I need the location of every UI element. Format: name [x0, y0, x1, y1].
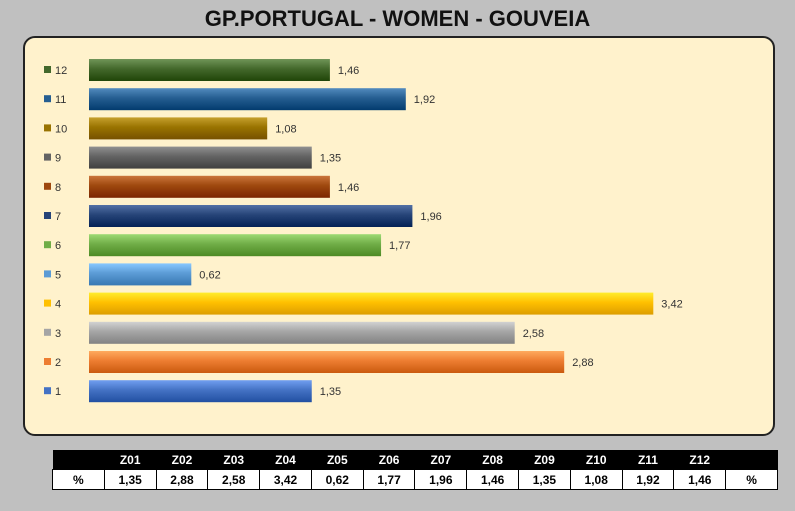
legend-label-5: 5: [55, 269, 61, 281]
bar-8: [89, 175, 330, 198]
table-header-cell: Z10: [570, 450, 623, 470]
legend-marker-6: [44, 241, 51, 249]
bar-9: [89, 146, 312, 169]
legend-label-8: 8: [55, 182, 61, 194]
table-value-cell: %: [52, 469, 105, 490]
bar-10: [89, 117, 268, 140]
values-table: Z01 Z02 Z03 Z04 Z05 Z06 Z07 Z08 Z09 Z10 Z11 Z12 % 1,…: [52, 450, 778, 490]
table-value-cell: 1,08: [569, 469, 623, 490]
bar-2: [89, 351, 565, 373]
value-label-8: 1,46: [338, 182, 359, 194]
table-value-cell: 0,62: [310, 469, 364, 490]
bar-3: [89, 321, 515, 344]
table-header-cell: Z08: [466, 450, 519, 470]
table-header-cell: Z03: [207, 450, 260, 470]
legend-marker-10: [44, 124, 51, 132]
bar-1: [89, 380, 312, 403]
legend-marker-4: [44, 299, 51, 307]
legend-marker-7: [44, 212, 51, 219]
bar-5: [89, 263, 192, 286]
legend-label-1: 1: [55, 386, 61, 398]
chart-panel: 1 2 3 4 5 6 7 8 9 10 11 12 1,35 2,88 2,58 3,42 0,62 1,77…: [23, 36, 775, 436]
legend-marker-8: [44, 182, 51, 190]
legend-marker-1: [44, 387, 51, 395]
table-header-cell: Z07: [414, 450, 467, 470]
value-label-12: 1,46: [338, 65, 359, 77]
bar-11: [89, 88, 406, 111]
value-label-10: 1,08: [275, 123, 296, 135]
value-label-5: 0,62: [199, 269, 220, 281]
value-label-9: 1,35: [320, 153, 341, 165]
table-header-cell: Z06: [363, 450, 415, 470]
legend-label-12: 12: [55, 65, 67, 77]
bar-6: [89, 234, 382, 257]
value-label-7: 1,96: [420, 211, 441, 223]
legend-marker-12: [44, 66, 51, 73]
table-value-cell: 1,96: [414, 469, 468, 490]
table-value-cell: 2,58: [207, 469, 261, 490]
table-header-row: Z01 Z02 Z03 Z04 Z05 Z06 Z07 Z08 Z09 Z10 Z11 Z12: [52, 450, 778, 470]
legend-label-10: 10: [55, 123, 67, 135]
table-header-cell: Z05: [311, 450, 364, 470]
bar-12: [89, 59, 330, 81]
legend-marker-9: [44, 153, 51, 161]
table-value-row: % 1,35 2,88 2,58 3,42 0,62 1,77 1,96 1,46 1,35 1,0…: [52, 469, 778, 490]
table-header-cell: Z11: [622, 450, 674, 470]
table-header-cell: Z12: [673, 450, 726, 470]
value-label-11: 1,92: [414, 94, 435, 106]
legend-label-9: 9: [55, 153, 61, 165]
legend-label-7: 7: [55, 211, 61, 223]
legend-label-2: 2: [55, 357, 61, 369]
table-header-cell: Z02: [156, 450, 208, 470]
legend-marker-3: [44, 328, 51, 336]
value-label-6: 1,77: [389, 240, 410, 252]
table-value-cell: 1,35: [518, 469, 571, 490]
bar-7: [89, 205, 413, 227]
legend-marker-11: [44, 95, 51, 103]
table-value-cell: 1,92: [621, 469, 675, 490]
legend-label-11: 11: [55, 94, 66, 106]
legend-marker-5: [44, 270, 51, 278]
table-header-cell: [52, 450, 105, 470]
value-label-3: 2,58: [523, 328, 544, 340]
table-value-cell: 3,42: [259, 469, 312, 490]
value-label-2: 2,88: [572, 357, 593, 369]
table-value-cell: 1,77: [362, 469, 416, 490]
table-header-cell: Z09: [518, 450, 571, 470]
table-header-cell: Z04: [259, 450, 312, 470]
legend-marker-2: [44, 358, 51, 365]
table-value-cell: 2,88: [155, 469, 209, 490]
bar-4: [89, 292, 654, 315]
legend-label-4: 4: [55, 299, 61, 311]
table-value-cell: %: [725, 469, 778, 490]
value-label-1: 1,35: [320, 386, 341, 398]
table-value-cell: 1,46: [673, 469, 727, 490]
value-label-4: 3,42: [661, 299, 682, 311]
chart-title: GP.PORTUGAL - WOMEN - GOUVEIA: [204, 6, 591, 31]
table-value-cell: 1,46: [466, 469, 520, 490]
legend-label-3: 3: [55, 328, 61, 340]
table-header-cell: [725, 450, 778, 470]
legend-label-6: 6: [55, 240, 61, 252]
table-header-cell: Z01: [104, 450, 157, 470]
table-value-cell: 1,35: [103, 469, 157, 490]
